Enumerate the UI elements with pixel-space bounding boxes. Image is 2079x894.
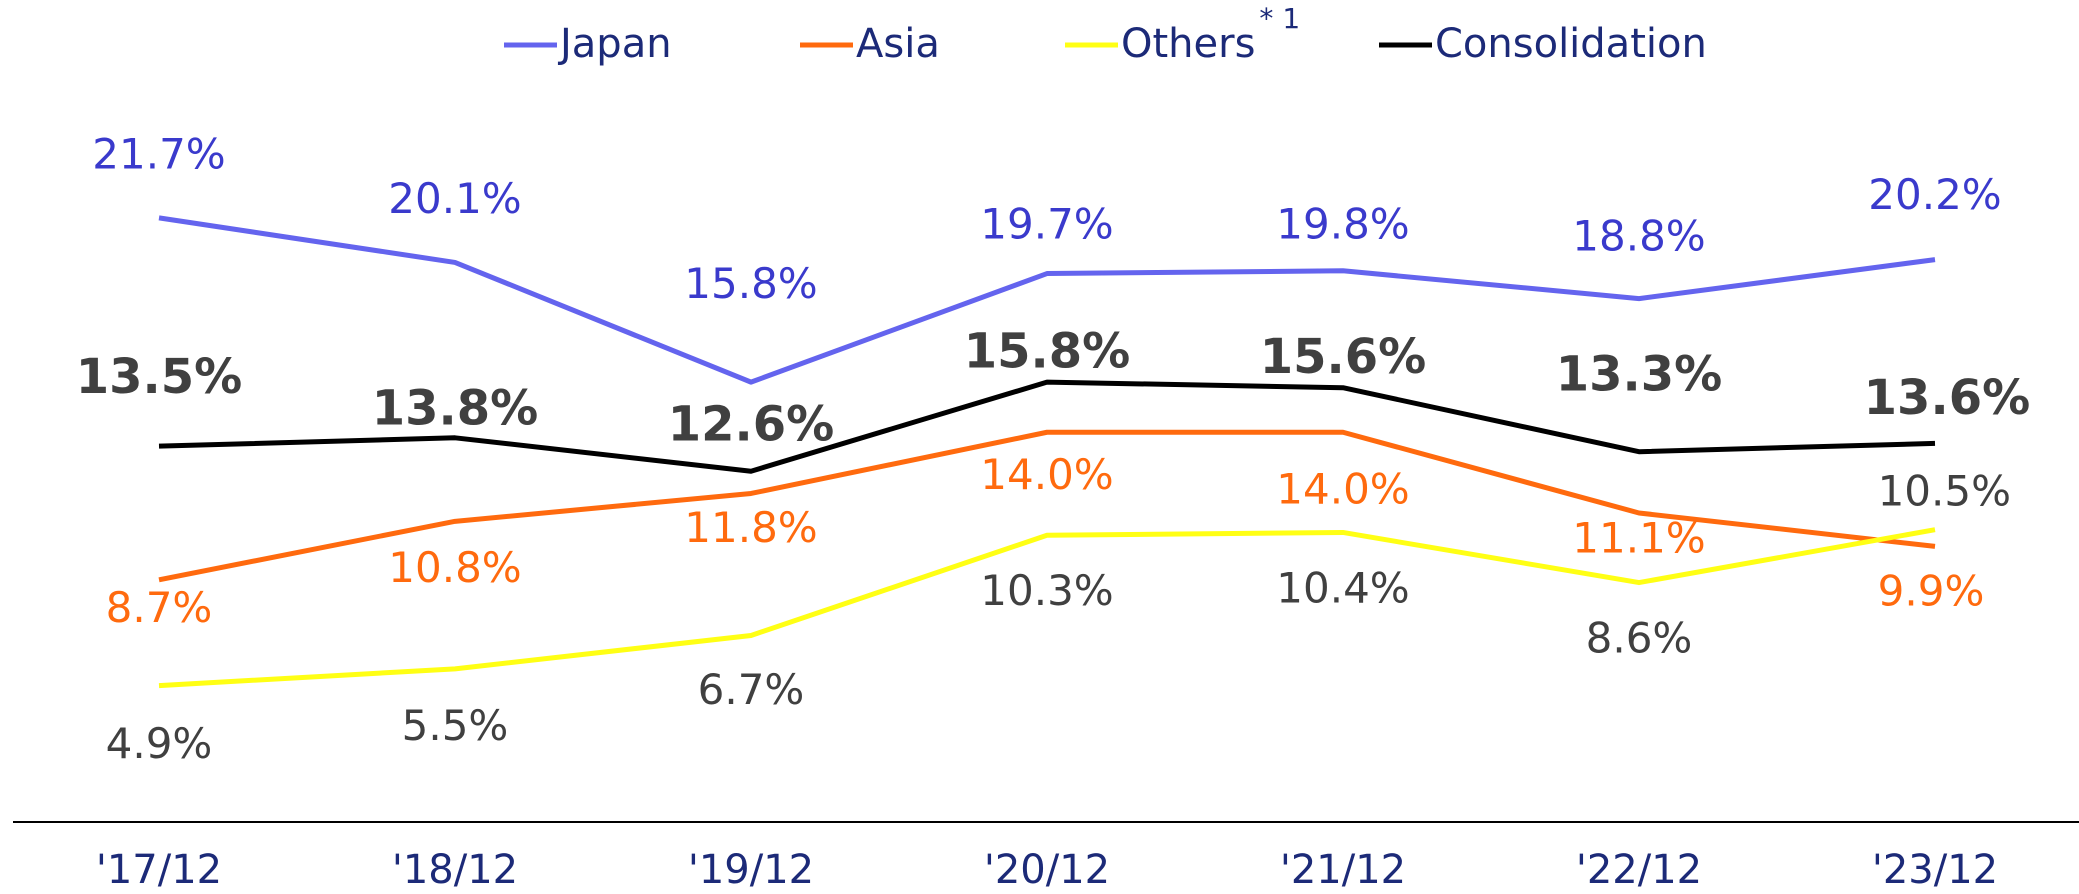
legend-label: Asia: [856, 21, 940, 67]
data-label: 10.4%: [1276, 563, 1409, 612]
data-label: 10.3%: [980, 566, 1113, 615]
data-label: 13.8%: [372, 380, 539, 436]
data-label: 15.6%: [1260, 329, 1427, 385]
legend-label: Consolidation: [1435, 21, 1707, 67]
data-label: 8.7%: [106, 583, 213, 632]
x-tick-label: '22/12: [1576, 847, 1702, 893]
data-label: 13.5%: [76, 349, 243, 405]
legend-label: Others: [1121, 21, 1255, 67]
x-tick-label: '20/12: [984, 847, 1110, 893]
legend-superscript: * 1: [1259, 2, 1300, 35]
data-label: 10.8%: [388, 543, 521, 592]
data-label: 6.7%: [698, 665, 805, 714]
series-line: [158, 215, 1936, 385]
series-line: [158, 429, 1936, 583]
data-label: 12.6%: [668, 396, 835, 452]
data-label: 20.1%: [388, 174, 521, 223]
x-tick-label: '19/12: [688, 847, 814, 893]
data-label: 19.7%: [980, 200, 1113, 249]
data-label: 14.0%: [1276, 464, 1409, 513]
x-tick-label: '17/12: [96, 847, 222, 893]
data-label: 5.5%: [402, 701, 509, 750]
data-label: 9.9%: [1878, 567, 1985, 616]
data-label: 11.1%: [1572, 513, 1705, 562]
data-label: 14.0%: [980, 450, 1113, 499]
data-label: 21.7%: [92, 129, 225, 178]
data-label: 8.6%: [1586, 613, 1693, 662]
data-label: 15.8%: [684, 259, 817, 308]
data-label: 13.3%: [1556, 346, 1723, 402]
data-label: 11.8%: [684, 503, 817, 552]
x-tick-label: '18/12: [392, 847, 518, 893]
data-label: 4.9%: [106, 719, 213, 768]
x-tick-label: '21/12: [1280, 847, 1406, 893]
data-label: 13.6%: [1864, 370, 2031, 426]
data-label: 19.8%: [1276, 200, 1409, 249]
series-line: [158, 527, 1936, 689]
data-label: 10.5%: [1878, 466, 2011, 515]
series-line: [158, 379, 1936, 474]
data-label: 18.8%: [1572, 211, 1705, 260]
data-label: 15.8%: [964, 323, 1131, 379]
legend-label: Japan: [557, 21, 672, 67]
data-label: 20.2%: [1868, 170, 2001, 219]
x-tick-label: '23/12: [1872, 847, 1998, 893]
